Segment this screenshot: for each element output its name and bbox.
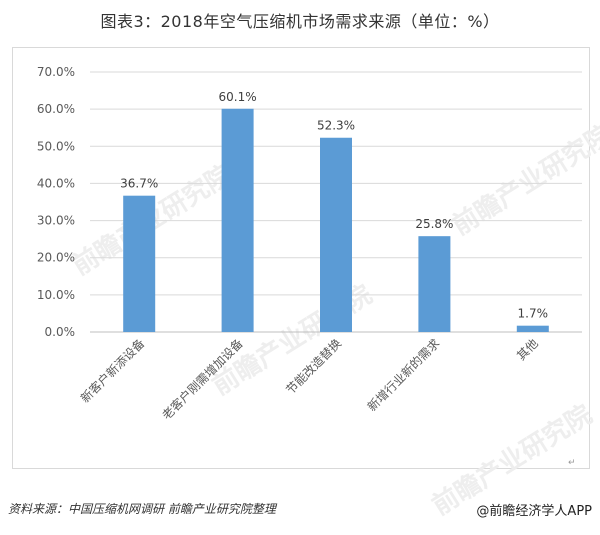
bar [418,236,451,332]
y-tick-label: 70.0% [37,65,75,79]
data-label: 52.3% [317,119,355,133]
data-label: 36.7% [120,177,158,191]
x-tick-label: 新客户新添设备 [77,336,147,406]
y-tick-label: 0.0% [45,325,76,339]
x-tick-label: 其他 [514,336,541,363]
bar [320,137,352,332]
bar [221,108,254,333]
x-tick-label: 老客户刚需增加设备 [159,336,246,423]
data-label: 60.1% [219,90,257,104]
y-tick-label: 10.0% [37,288,75,302]
chart-title: 图表3：2018年空气压缩机市场需求来源（单位：%） [100,12,500,31]
data-label: 25.8% [415,217,453,231]
bar [516,325,549,332]
bar [123,195,156,332]
corner-mark: ↵ [568,458,576,468]
source-note: 资料来源：中国压缩机网调研 前瞻产业研究院整理 [8,502,276,516]
x-tick-label: 新增行业新的需求 [364,336,442,414]
x-tick-label: 节能改造替换 [283,336,344,397]
y-tick-label: 50.0% [37,139,75,153]
y-tick-label: 20.0% [37,251,75,265]
y-tick-label: 60.0% [37,102,75,116]
data-label: 1.7% [518,307,549,321]
y-tick-label: 30.0% [37,214,75,228]
brand-credit: @前瞻经济学人APP [476,504,592,519]
y-tick-label: 40.0% [37,176,75,190]
